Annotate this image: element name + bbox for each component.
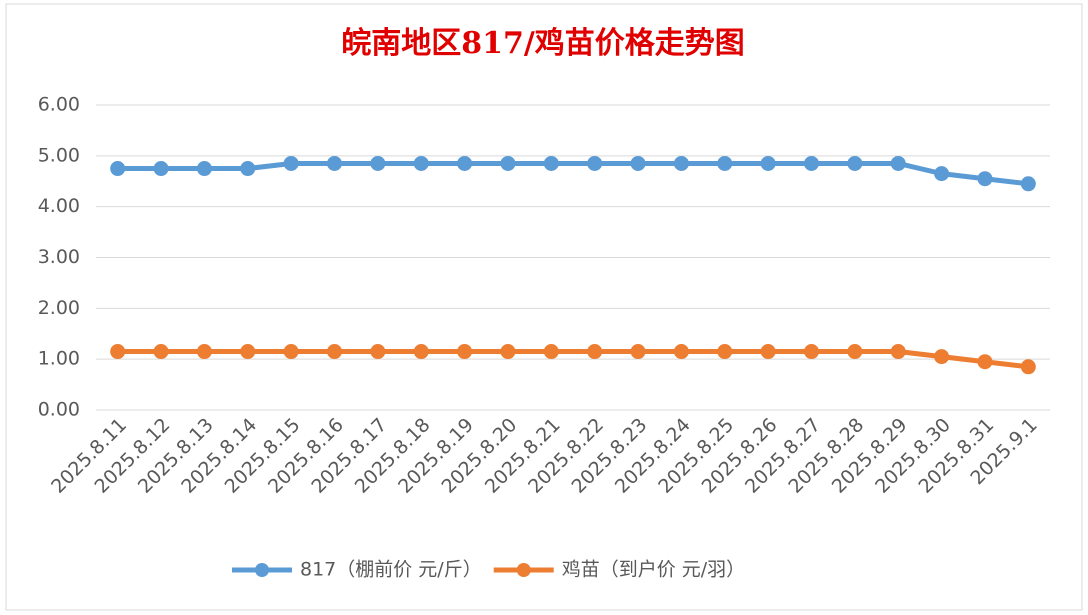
series-marker — [717, 155, 733, 171]
series-marker — [110, 161, 126, 177]
y-tick-label: 5.00 — [38, 144, 80, 166]
series-marker — [760, 155, 776, 171]
y-tick-label: 6.00 — [38, 94, 80, 116]
series-marker — [1020, 176, 1036, 192]
legend-label: 鸡苗（到户价 元/羽） — [562, 559, 745, 581]
y-tick-label: 1.00 — [38, 348, 80, 370]
series-marker — [804, 344, 819, 360]
y-tick-label: 4.00 — [38, 195, 80, 217]
series-marker — [196, 161, 212, 177]
series-marker — [500, 344, 516, 360]
legend-marker — [516, 563, 531, 577]
series-marker — [327, 344, 342, 360]
series-marker — [760, 344, 776, 360]
series-marker — [543, 155, 559, 171]
series-marker — [240, 344, 256, 360]
series-marker — [630, 344, 646, 360]
series-marker — [370, 155, 386, 171]
series-marker — [153, 344, 169, 360]
series-marker — [977, 171, 993, 187]
series-marker — [934, 349, 950, 365]
series-marker — [890, 155, 906, 171]
series-marker — [977, 354, 993, 370]
series-marker — [847, 344, 863, 360]
series-marker — [413, 155, 429, 171]
series-line — [117, 349, 1029, 370]
series-marker — [673, 344, 689, 360]
series-marker — [587, 344, 603, 360]
y-tick-label: 0.00 — [38, 399, 80, 421]
series-marker — [587, 155, 603, 171]
legend-marker — [255, 563, 269, 577]
series-marker — [110, 344, 126, 360]
series-marker — [717, 344, 733, 360]
legend-label: 817（棚前价 元/斤） — [300, 559, 482, 581]
series-marker — [283, 344, 299, 360]
series-marker — [457, 155, 473, 171]
chart-title: 皖南地区817/鸡苗价格走势图 — [341, 26, 745, 61]
series-marker — [283, 155, 299, 171]
chart-frame — [5, 3, 1083, 611]
series-marker — [240, 161, 256, 177]
series-marker — [934, 166, 950, 182]
series-marker — [327, 155, 342, 171]
series-marker — [630, 155, 646, 171]
series-marker — [153, 161, 169, 177]
series-marker — [543, 344, 559, 360]
series-marker — [890, 344, 906, 360]
series-marker — [457, 344, 473, 360]
y-tick-label: 2.00 — [38, 297, 80, 319]
series-marker — [500, 155, 516, 171]
series-marker — [847, 155, 863, 171]
series-marker — [673, 155, 689, 171]
series-marker — [370, 344, 386, 360]
series-line — [117, 160, 1029, 187]
series-marker — [413, 344, 429, 360]
series-marker — [1020, 359, 1036, 375]
y-tick-label: 3.00 — [38, 246, 80, 268]
series-marker — [804, 155, 819, 171]
series-marker — [196, 344, 212, 360]
